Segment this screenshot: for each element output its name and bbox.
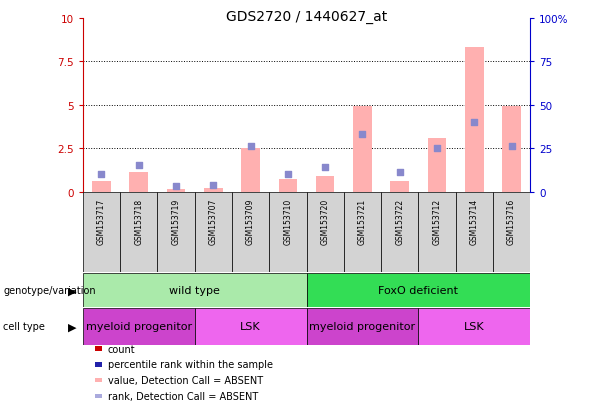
Text: GDS2720 / 1440627_at: GDS2720 / 1440627_at	[226, 10, 387, 24]
Bar	[316, 176, 335, 192]
Bar	[232, 192, 269, 273]
Text: myeloid progenitor: myeloid progenitor	[310, 322, 416, 332]
Point	[507, 144, 517, 150]
Point	[470, 119, 479, 126]
Text: myeloid progenitor: myeloid progenitor	[86, 322, 192, 332]
Text: percentile rank within the sample: percentile rank within the sample	[108, 360, 273, 370]
Point	[432, 145, 442, 152]
Text: GSM153717: GSM153717	[97, 199, 106, 244]
Text: GSM153720: GSM153720	[321, 199, 330, 244]
Bar	[493, 192, 530, 273]
Point	[283, 171, 293, 178]
Point	[208, 182, 218, 188]
Text: GSM153710: GSM153710	[283, 199, 292, 244]
Bar	[306, 274, 530, 308]
Text: ▶: ▶	[67, 286, 76, 296]
Bar	[158, 192, 195, 273]
Text: GSM153714: GSM153714	[470, 199, 479, 244]
Text: GSM153722: GSM153722	[395, 199, 404, 244]
Bar	[269, 192, 306, 273]
Text: LSK: LSK	[464, 322, 485, 332]
Text: wild type: wild type	[169, 286, 220, 296]
Bar	[195, 309, 306, 345]
Bar	[278, 180, 297, 192]
Text: GSM153721: GSM153721	[358, 199, 367, 244]
Bar	[129, 173, 148, 192]
Bar	[306, 192, 344, 273]
Text: count: count	[108, 344, 135, 354]
Bar	[465, 48, 484, 192]
Bar	[418, 192, 455, 273]
Text: cell type: cell type	[3, 322, 45, 332]
Text: ▶: ▶	[67, 322, 76, 332]
Text: GSM153719: GSM153719	[172, 199, 180, 244]
Bar	[428, 138, 446, 192]
Text: GSM153709: GSM153709	[246, 199, 255, 245]
Bar	[242, 149, 260, 192]
Bar	[418, 309, 530, 345]
Bar	[455, 192, 493, 273]
Bar	[306, 309, 418, 345]
Text: GSM153718: GSM153718	[134, 199, 143, 244]
Point	[246, 144, 256, 150]
Point	[357, 131, 367, 138]
Bar	[92, 182, 111, 192]
Bar	[502, 107, 521, 192]
Text: GSM153716: GSM153716	[507, 199, 516, 244]
Bar	[167, 190, 185, 192]
Text: LSK: LSK	[240, 322, 261, 332]
Bar	[204, 189, 223, 192]
Point	[96, 171, 106, 178]
Bar	[344, 192, 381, 273]
Text: value, Detection Call = ABSENT: value, Detection Call = ABSENT	[108, 375, 263, 385]
Text: GSM153707: GSM153707	[209, 199, 218, 245]
Point	[395, 170, 405, 176]
Text: rank, Detection Call = ABSENT: rank, Detection Call = ABSENT	[108, 391, 258, 401]
Point	[320, 164, 330, 171]
Bar	[390, 182, 409, 192]
Bar	[195, 192, 232, 273]
Bar	[83, 274, 306, 308]
Bar	[83, 309, 195, 345]
Bar	[353, 107, 371, 192]
Bar	[120, 192, 158, 273]
Text: FoxO deficient: FoxO deficient	[378, 286, 459, 296]
Bar	[381, 192, 418, 273]
Bar	[83, 192, 120, 273]
Text: GSM153712: GSM153712	[433, 199, 441, 244]
Point	[134, 163, 143, 169]
Point	[171, 183, 181, 190]
Text: genotype/variation: genotype/variation	[3, 286, 96, 296]
